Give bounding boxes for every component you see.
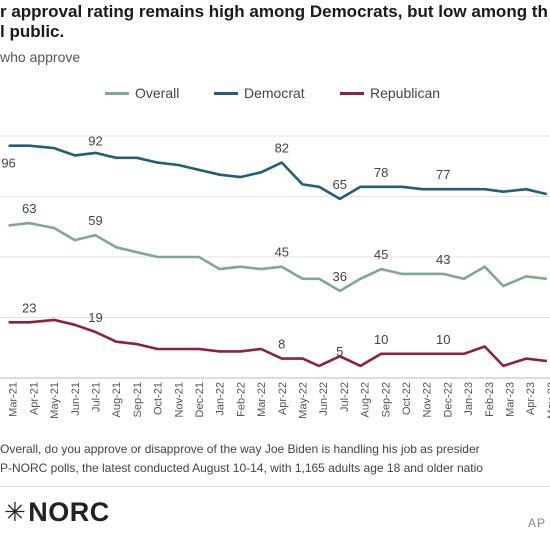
- data-labels: 96 92 82 65 78 77 63 59 45 36 45 43 23 19 8 5 10 10: [1, 133, 450, 359]
- line-chart: Mar-21 Apr-21 May-21 Jun-21 Jul-21 Aug-21 Sep-…: [0, 133, 550, 419]
- x-tick-label: Oct-22: [401, 382, 413, 415]
- x-tick-label: Sep-21: [132, 382, 144, 417]
- legend-swatch-republican: [340, 91, 364, 95]
- norc-logo: ✳ NORC: [4, 497, 110, 528]
- legend-label-democrat: Democrat: [244, 85, 305, 101]
- x-tick-label: Jul-21: [91, 382, 103, 412]
- x-tick-label: Jan-23: [463, 382, 475, 416]
- series-line-overall: [8, 221, 547, 293]
- x-tick-label: May-23: [546, 382, 550, 419]
- legend-label-overall: Overall: [135, 85, 180, 101]
- x-tick-label: Jun-21: [70, 382, 82, 416]
- legend-swatch-overall: [105, 91, 129, 95]
- series-lines: [8, 144, 548, 368]
- data-label-republican: 23: [22, 300, 36, 315]
- x-tick-label: Aug-21: [111, 382, 123, 417]
- x-tick-label: Mar-22: [256, 382, 268, 417]
- x-tick-label: Jan-22: [215, 382, 227, 416]
- data-label-republican: 10: [374, 332, 388, 347]
- x-tick-label: Oct-21: [153, 382, 165, 415]
- chart-subtitle: who approve: [0, 49, 81, 65]
- data-label-democrat: 77: [436, 167, 450, 182]
- data-label-democrat: 78: [374, 165, 388, 180]
- x-tick-label: Feb-22: [235, 382, 247, 417]
- x-tick-label: Sep-22: [380, 382, 392, 417]
- footer-divider: [0, 486, 550, 487]
- data-label-republican: 8: [278, 337, 285, 352]
- legend-item-democrat: Democrat: [214, 85, 305, 101]
- x-tick-label: Nov-22: [422, 382, 434, 417]
- data-label-democrat: 92: [88, 133, 102, 148]
- series-line-republican: [8, 318, 547, 368]
- x-tick-label: May-22: [298, 382, 310, 419]
- legend-item-republican: Republican: [340, 85, 440, 101]
- data-label-overall: 63: [22, 201, 36, 216]
- note-line-2: P-NORC polls, the latest conducted Augus…: [0, 461, 483, 475]
- data-label-overall: 45: [374, 247, 388, 262]
- x-tick-label: May-21: [49, 382, 61, 419]
- x-tick-label: Nov-21: [173, 382, 185, 417]
- x-axis: Mar-21 Apr-21 May-21 Jun-21 Jul-21 Aug-21 Sep-…: [8, 382, 550, 419]
- title-line-2: l public.: [0, 22, 65, 41]
- legend: Overall Democrat Republican: [0, 85, 550, 103]
- x-tick-label: Jul-22: [339, 382, 351, 412]
- data-label-overall: 59: [88, 213, 102, 228]
- data-label-republican: 5: [336, 344, 343, 359]
- x-tick-label: Dec-22: [442, 382, 454, 417]
- series-line-democrat: [8, 144, 548, 201]
- norc-logo-text: NORC: [28, 497, 110, 527]
- data-label-democrat: 82: [275, 141, 289, 156]
- x-tick-label: Apr-23: [525, 382, 537, 415]
- data-label-overall: 45: [275, 245, 289, 260]
- x-tick-label: Apr-22: [277, 382, 289, 415]
- x-tick-label: Jun-22: [318, 382, 330, 416]
- data-label-overall: 36: [333, 269, 347, 284]
- data-label-democrat: 65: [333, 177, 347, 192]
- x-tick-label: Feb-23: [484, 382, 496, 417]
- data-label-republican: 10: [436, 332, 450, 347]
- x-tick-label: Dec-21: [194, 382, 206, 417]
- legend-item-overall: Overall: [105, 85, 179, 101]
- x-tick-label: Mar-23: [505, 382, 517, 417]
- legend-label-republican: Republican: [370, 85, 441, 101]
- chart-title: r approval rating remains high among Dem…: [0, 2, 550, 42]
- x-tick-label: Aug-22: [360, 382, 372, 417]
- note-line-1: Overall, do you approve or disapprove of…: [0, 442, 480, 456]
- ap-credit: AP: [528, 516, 547, 530]
- data-label-republican: 19: [88, 310, 102, 325]
- x-tick-label: Mar-21: [8, 382, 20, 417]
- chart-note: Overall, do you approve or disapprove of…: [0, 440, 550, 478]
- gridlines: [0, 135, 550, 379]
- norc-star-icon: ✳: [4, 497, 27, 527]
- title-line-1: r approval rating remains high among Dem…: [0, 2, 548, 21]
- legend-swatch-democrat: [214, 91, 238, 95]
- data-label-overall: 43: [436, 252, 450, 267]
- x-tick-label: Apr-21: [28, 382, 40, 415]
- data-label-democrat: 96: [1, 156, 15, 171]
